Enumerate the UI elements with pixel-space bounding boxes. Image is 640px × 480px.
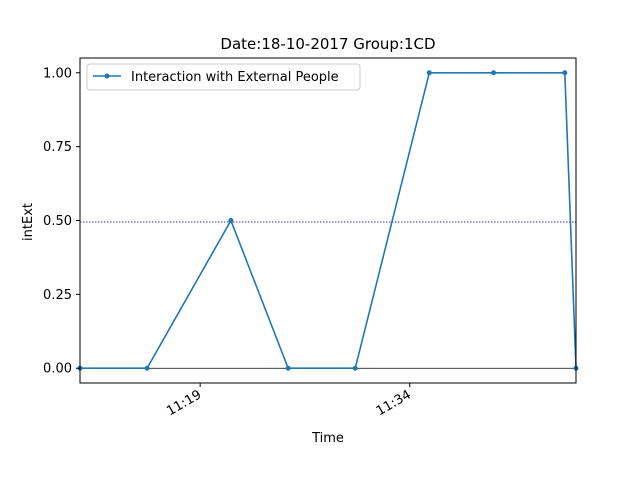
y-axis-label: intExt — [21, 203, 36, 241]
x-tick-label: 11:19 — [164, 387, 204, 419]
legend-box — [86, 63, 361, 91]
legend-marker-sample — [104, 73, 110, 79]
x-axis-label: Time — [311, 431, 344, 446]
y-tick-label: 0.25 — [43, 288, 72, 303]
y-tick-label: 0.50 — [43, 214, 72, 229]
y-tick-label: 1.00 — [43, 66, 72, 81]
data-point — [228, 218, 234, 223]
y-tick-label: 0.75 — [43, 140, 72, 155]
data-point — [562, 70, 568, 76]
chart-title: Date:18-10-2017 Group:1CD — [220, 35, 435, 53]
series-line — [80, 71, 577, 370]
legend: Interaction with External People — [86, 63, 361, 91]
plot-frame — [79, 57, 577, 384]
data-point — [285, 365, 291, 371]
plot-area: 0.00 0.25 0.50 0.75 1.00 11:19 11:34 — [43, 57, 579, 419]
data-point — [426, 70, 432, 76]
data-point — [352, 365, 358, 371]
x-tick-label: 11:34 — [374, 387, 414, 419]
y-tick-label: 0.00 — [43, 362, 72, 377]
data-point — [144, 365, 150, 371]
data-point — [491, 70, 497, 76]
legend-entry-label: Interaction with External People — [131, 70, 339, 85]
